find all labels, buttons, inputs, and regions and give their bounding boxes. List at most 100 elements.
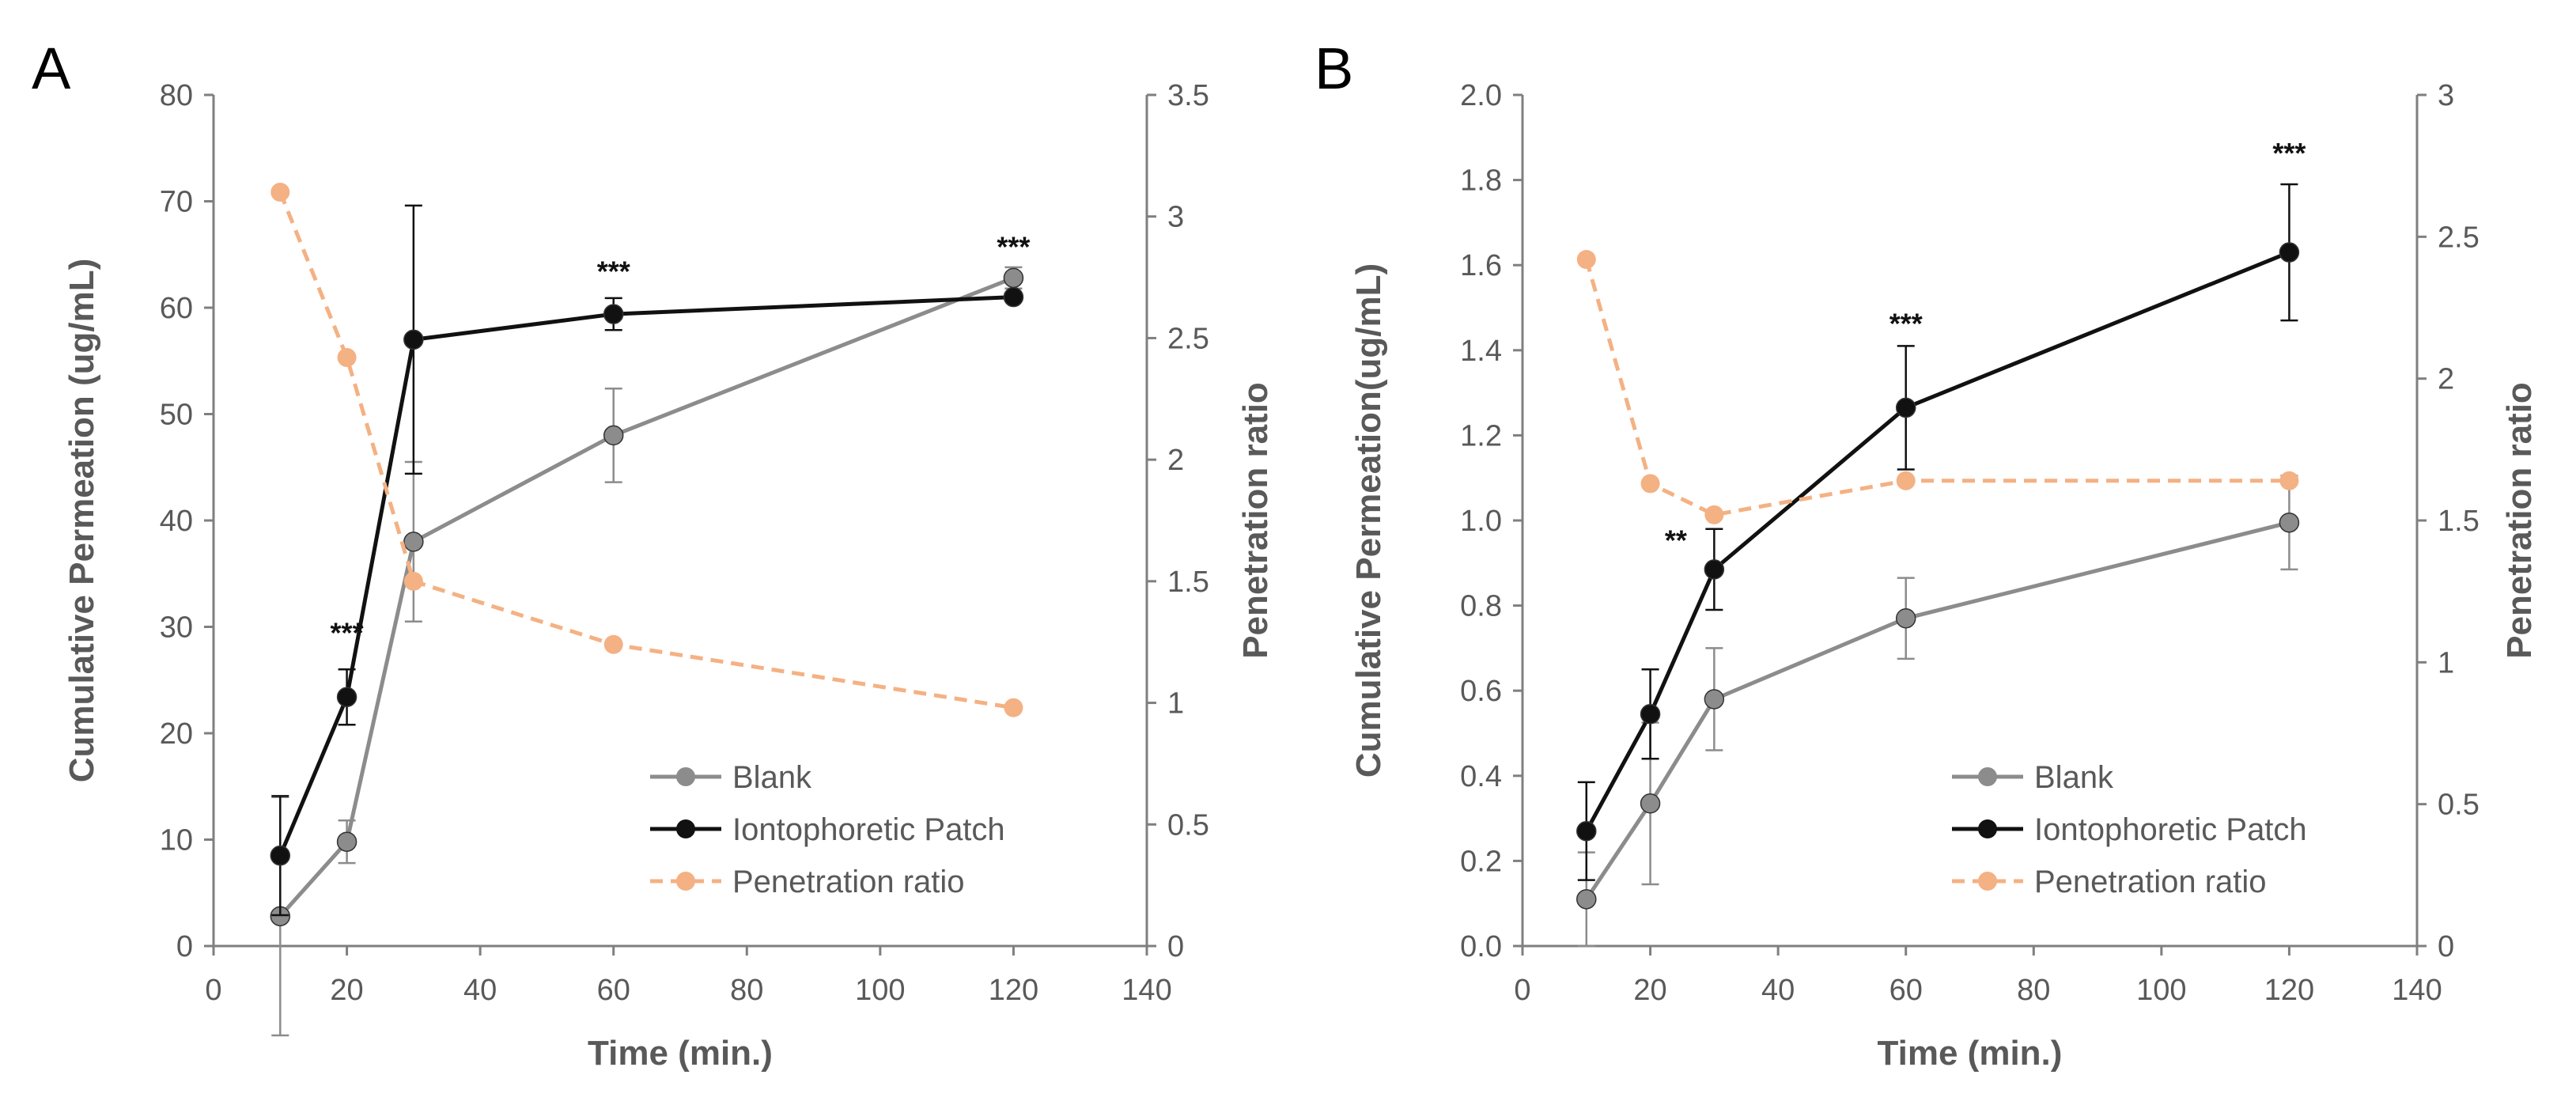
y2-tick-label: 3.5 [1167,79,1209,112]
data-point [2279,471,2299,490]
y-tick-label: 1.4 [1460,335,1502,368]
legend-label: Blank [732,760,812,795]
y-tick-label: 0 [176,930,193,963]
x-tick-label: 140 [2392,974,2442,1007]
y-tick-label: 1.6 [1460,249,1502,282]
y2-tick-label: 1.5 [2438,505,2480,538]
y2-tick-label: 2 [1167,444,1184,477]
data-point [403,532,424,552]
data-point [1704,689,1725,710]
data-point [403,571,423,591]
legend-label: Penetration ratio [2034,865,2267,899]
x-tick-label: 120 [989,974,1038,1007]
panel-a: A 0 20 40 60 80 100 120 140 0 10 20 30 40 50 60 70 80 0 0.5… [32,36,1275,1073]
data-point [336,831,357,852]
significance-label: *** [331,617,364,649]
legend-marker [1978,767,1997,786]
data-point [1576,250,1596,270]
legend-marker [676,767,695,786]
y-tick-label: 0.2 [1460,845,1502,878]
x-tick-label: 120 [2264,974,2314,1007]
y2-tick-label: 1.5 [1167,566,1209,599]
series-penetration-ratio [1576,250,2299,524]
legend: Blank Iontophoretic Patch Penetration rati… [650,760,1005,899]
y-axis-title: Cumulative Permeation (ug/mL) [62,259,101,783]
data-point [1896,471,1916,490]
x-tick-label: 60 [597,974,630,1007]
series-line [1584,250,2290,832]
y-tick-label: 1.0 [1460,505,1502,538]
x-tick-label: 60 [1889,974,1923,1007]
x-tick-label: 0 [205,974,221,1007]
y2-tick-label: 0 [1167,930,1184,963]
y2-tick-label: 1 [1167,687,1184,721]
y-tick-label: 50 [160,399,193,432]
data-point [1576,889,1597,910]
series-line [278,191,1014,710]
data-point [603,304,624,324]
significance-label: *** [1889,307,1923,339]
series-iontophoretic-patch [1576,183,2300,881]
x-tick-label: 100 [855,974,905,1007]
x-tick-label: 80 [2017,974,2050,1007]
series-iontophoretic-patch [270,204,1024,917]
data-point [1640,793,1661,814]
y2-axis-title: Penetration ratio [1236,382,1275,659]
legend-label: Iontophoretic Patch [732,812,1005,847]
y2-tick-label: 1 [2438,646,2454,679]
y2-tick-label: 2 [2438,363,2454,396]
significance-label: ** [1665,524,1687,557]
y2-axis-title: Penetration ratio [2500,382,2539,659]
series-blank [270,266,1024,1037]
data-point [337,348,357,368]
legend-marker [1978,819,1997,838]
data-point [1003,286,1024,308]
y-tick-label: 0.6 [1460,675,1502,708]
panel-b: B0 20 40 60 80 100 120 1400.00.20.40.60.81.01.2… [1314,36,2539,1073]
y-axis-title: Cumulative Permeation(ug/mL) [1349,263,1388,778]
series-penetration-ratio [270,182,1023,717]
y-tick-label: 0.4 [1460,760,1502,793]
y-tick-label: 1.2 [1460,419,1502,452]
x-tick-label: 80 [730,974,763,1007]
y2-tick-label: 3 [1167,201,1184,234]
y-tick-label: 70 [160,186,193,219]
series-line [1584,259,2290,517]
legend-label: Blank [2034,760,2114,795]
x-tick-label: 20 [330,974,363,1007]
data-point [1640,474,1660,494]
y-tick-label: 40 [160,505,193,538]
legend-label: Iontophoretic Patch [2034,812,2307,847]
legend-marker [676,872,695,891]
y-tick-label: 80 [160,79,193,112]
data-point [1004,698,1023,717]
y2-tick-label: 0 [2438,930,2454,963]
y-tick-label: 60 [160,292,193,325]
data-point [1895,397,1916,418]
y2-tick-label: 0.5 [2438,789,2480,822]
series-line [278,295,1014,857]
panel-label: B [1314,36,1353,101]
x-tick-label: 140 [1122,974,1171,1007]
data-point [270,182,290,202]
data-point [2279,242,2300,263]
data-point [1704,559,1725,580]
y2-tick-label: 0.5 [1167,808,1209,842]
significance-label: *** [597,255,630,287]
x-tick-label: 40 [463,974,497,1007]
significance-label: *** [997,230,1030,263]
y2-tick-label: 3 [2438,79,2454,112]
legend-marker [1978,872,1997,891]
y2-tick-label: 2.5 [2438,221,2480,254]
y-tick-label: 1.8 [1460,165,1502,198]
x-tick-label: 40 [1761,974,1795,1007]
y-tick-label: 10 [160,824,193,857]
data-point [403,329,424,350]
x-tick-label: 20 [1633,974,1666,1007]
legend-marker [676,819,695,838]
panel-label: A [32,36,71,101]
data-point [1640,704,1661,725]
data-point [603,425,624,446]
data-point [270,845,291,866]
